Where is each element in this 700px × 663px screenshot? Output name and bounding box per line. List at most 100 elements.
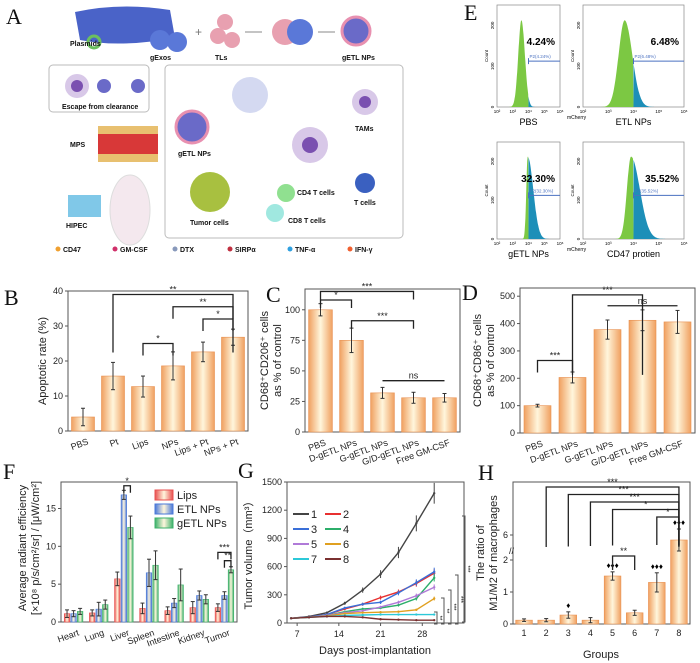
x-tick-label: 10²: [580, 109, 587, 114]
getl-nanoparticle: [131, 79, 145, 93]
y-tick-label: 600: [267, 562, 282, 572]
x-tick-label: 10⁶: [681, 109, 688, 114]
escape-box: [48, 64, 150, 113]
y-axis-label: Count: [570, 49, 575, 62]
cd8-t-cell: [266, 204, 284, 222]
data-point: [397, 613, 400, 616]
significance-bracket: [350, 320, 415, 329]
data-point: [397, 618, 400, 621]
significance-label: ns: [409, 371, 419, 381]
y-axis-label: CD68⁺CD86⁺ cells: [472, 314, 484, 407]
y-tick-label: 25: [290, 396, 300, 406]
x-tick-label: 21: [376, 629, 386, 639]
legend-swatch: [154, 517, 174, 529]
bar-D-PBS: [523, 405, 552, 434]
significance-label: ***: [362, 281, 373, 291]
x-tick-label: NPs + Pt: [203, 436, 240, 458]
y-axis-label: as % of control: [272, 324, 284, 397]
x-tick-label: 10²: [580, 241, 587, 246]
x-tick-label: 2: [544, 628, 549, 638]
x-tick-label: Kidney: [177, 627, 207, 646]
significance-label: ***: [618, 485, 629, 495]
data-point: [361, 613, 364, 617]
y-tick-label: 100: [576, 62, 581, 70]
y-tick-label: 0: [490, 237, 495, 240]
y-axis-label: Apoptotic rate (%): [37, 317, 49, 405]
legend-label: 8: [343, 554, 349, 566]
legend-label: DTX: [180, 247, 194, 254]
gate-label: P2(6.48%): [635, 54, 657, 59]
data-point: [433, 586, 436, 589]
bar-C-PBS: [308, 309, 333, 433]
legend-label: 3: [311, 524, 317, 536]
x-tick-label: 10⁵: [655, 241, 662, 246]
y-axis-label: Tumor volume（mm³）: [242, 496, 255, 610]
significance-label: ***: [377, 311, 388, 321]
label-tams: TAMs: [355, 126, 374, 133]
plot-frame: [512, 481, 691, 625]
y-tick-label: 100: [576, 196, 581, 204]
x-tick-label: Lung: [83, 627, 105, 643]
data-point: [415, 618, 418, 622]
cd4-t-cell: [277, 184, 295, 202]
x-tick-label: Tumor: [204, 627, 232, 645]
histogram-title: gETL NPs: [508, 249, 549, 259]
label-cd8: CD8 T cells: [288, 218, 326, 225]
histogram-positive-area: [528, 157, 560, 239]
histogram-negative-area: [583, 156, 634, 239]
y-tick-label: 100: [500, 401, 515, 411]
data-point: [379, 605, 382, 609]
data-point: [379, 572, 382, 576]
legend-label: GM-CSF: [120, 247, 148, 254]
data-point: [289, 617, 293, 620]
x-tick-label: PBS: [69, 436, 89, 452]
significance-label: ***: [602, 285, 613, 295]
data-point: [343, 606, 347, 610]
y-axis-label: Count: [570, 184, 575, 197]
bar-F-Tumor-gETL NPs: [227, 569, 235, 623]
significance-bracket: [223, 560, 232, 568]
legend-swatch: [154, 503, 174, 515]
legend-marker-ifn-γ: [347, 246, 353, 252]
legend-label: TNF-α: [295, 247, 316, 254]
significance-bracket: [455, 574, 459, 625]
significance-label: *: [125, 476, 129, 486]
data-point: [415, 522, 418, 525]
schematic-legend: CD47 GM-CSF DTX SIRPα TNF-α IFN-γ: [55, 246, 373, 254]
y-tick-label: 6: [503, 530, 508, 540]
label-tcells: T cells: [354, 200, 376, 207]
y-tick-label: 10: [46, 541, 56, 551]
significance-bracket: [441, 597, 445, 625]
y-tick-label: 200: [490, 21, 495, 29]
histogram-negative-area: [497, 156, 529, 239]
data-point: [361, 607, 364, 611]
y-axis-label: Average radiant efficiency: [17, 484, 29, 611]
y-tick-label: 2: [503, 555, 508, 565]
legend-label: 5: [311, 539, 317, 551]
axis-break-mark: //: [509, 546, 515, 556]
tl-liposome: [217, 14, 233, 30]
data-point: [433, 597, 436, 600]
y-tick-label: 200: [490, 157, 495, 165]
x-tick-label: 8: [676, 628, 681, 638]
schematic-panel-a: + Plasmids gExos TLs gETL NPs Escape fro…: [48, 6, 404, 254]
percent-label: 35.52%: [645, 174, 679, 185]
significance-bracket: [462, 515, 466, 623]
data-point: [361, 611, 364, 614]
significance-label: **: [436, 616, 442, 621]
y-tick-label: 0: [503, 619, 508, 629]
y-tick-label: 400: [500, 319, 515, 329]
bar-F-Liver-gETL NPs: [127, 527, 134, 623]
macrophage-nucleus: [71, 80, 83, 92]
histogram-title: PBS: [519, 117, 537, 127]
gexo-vesicle: [167, 32, 187, 52]
tl-liposome: [210, 28, 226, 44]
plot-frame: [67, 290, 249, 432]
y-tick-label: 0: [58, 426, 63, 436]
significance-label: *: [666, 507, 670, 517]
y-axis-label: Count: [484, 49, 489, 62]
y-axis-label: CD68⁺CD206⁺ cells: [259, 310, 271, 410]
x-tick-label: 10³: [605, 241, 612, 246]
tumor-cluster: [190, 172, 230, 212]
